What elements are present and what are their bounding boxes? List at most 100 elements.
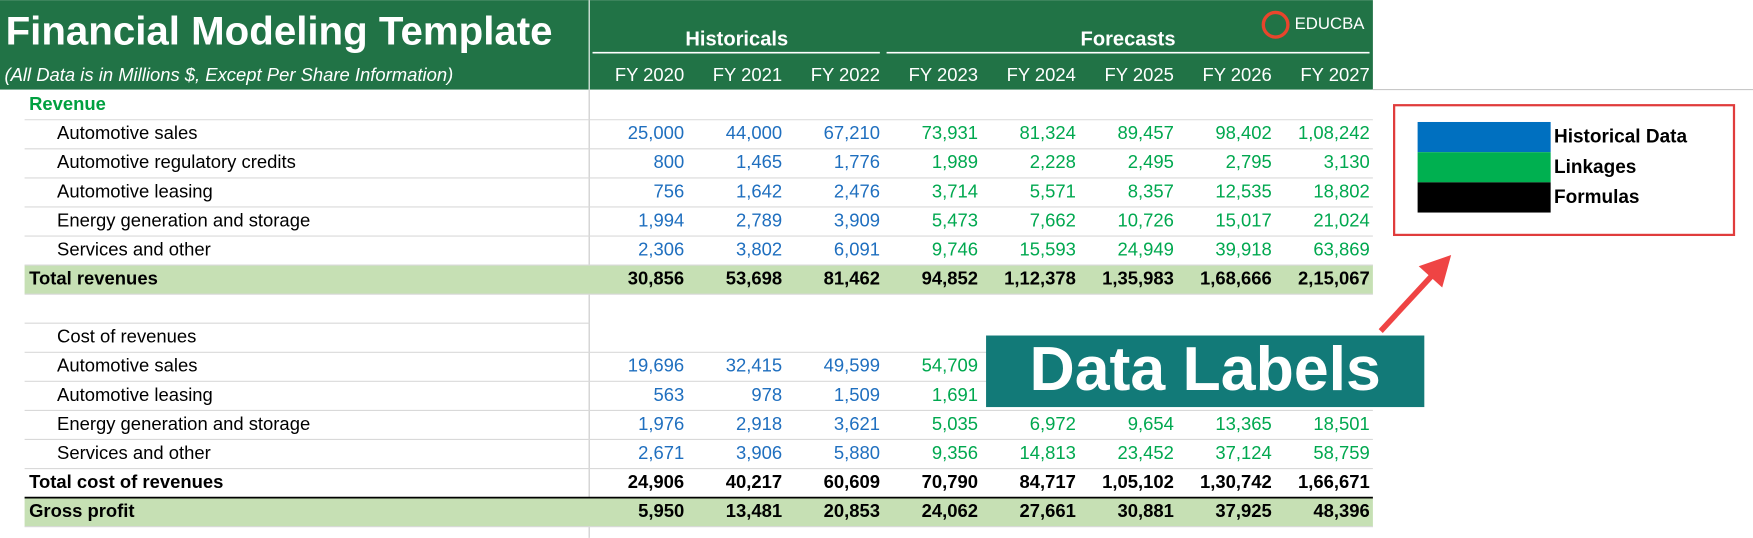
cell-value: 19,696 — [628, 355, 684, 376]
cell-value: 44,000 — [726, 122, 782, 143]
cell-value: 27,661 — [1020, 500, 1076, 521]
cell-value: 81,462 — [824, 267, 880, 288]
cell-value: 1,976 — [638, 413, 684, 434]
cell-value: 5,035 — [932, 413, 978, 434]
cell-value: 2,671 — [638, 442, 684, 463]
cell-value: 3,802 — [736, 238, 782, 259]
legend-swatch — [1417, 121, 1551, 153]
column-header: FY 2022 — [811, 64, 880, 85]
cell-value: 18,501 — [1313, 413, 1369, 434]
cell-value: 2,795 — [1226, 151, 1272, 172]
cell-value: 2,918 — [736, 413, 782, 434]
row-label: Services and other — [57, 442, 211, 463]
legend-label: Linkages — [1554, 157, 1636, 178]
cell-value: 3,714 — [932, 180, 978, 201]
cell-value: 15,593 — [1020, 238, 1076, 259]
cell-value: 563 — [653, 384, 684, 405]
cell-value: 54,709 — [922, 355, 978, 376]
cell-value: 84,717 — [1020, 471, 1076, 492]
cell-value: 32,415 — [726, 355, 782, 376]
cell-value: 14,813 — [1020, 442, 1076, 463]
column-header: FY 2024 — [1007, 64, 1076, 85]
column-header: FY 2021 — [713, 64, 782, 85]
cell-value: 30,881 — [1117, 500, 1173, 521]
row-label: Total revenues — [29, 267, 158, 288]
cell-value: 24,949 — [1117, 238, 1173, 259]
cell-value: 15,017 — [1215, 209, 1271, 230]
cell-value: 1,465 — [736, 151, 782, 172]
cell-value: 94,852 — [922, 267, 978, 288]
column-header: FY 2025 — [1105, 64, 1174, 85]
row-label: Cost of revenues — [57, 326, 196, 347]
cell-value: 800 — [653, 151, 684, 172]
cell-value: 60,609 — [824, 471, 880, 492]
cell-value: 1,35,983 — [1102, 267, 1174, 288]
cell-value: 24,906 — [628, 471, 684, 492]
cell-value: 73,931 — [922, 122, 978, 143]
cell-value: 2,495 — [1128, 151, 1174, 172]
arrow — [1378, 255, 1452, 333]
logo: EDUCBA — [1261, 10, 1366, 39]
cell-value: 6,972 — [1030, 413, 1076, 434]
cell-value: 20,853 — [824, 500, 880, 521]
row-label: Services and other — [57, 238, 211, 259]
cell-value: 98,402 — [1215, 122, 1271, 143]
group-label: Historicals — [685, 29, 788, 51]
cell-value: 89,457 — [1117, 122, 1173, 143]
cell-value: 9,746 — [932, 238, 978, 259]
row-label: Gross profit — [29, 500, 135, 521]
cell-value: 3,909 — [834, 209, 880, 230]
legend-label: Formulas — [1554, 187, 1640, 208]
cell-value: 1,12,378 — [1004, 267, 1076, 288]
cell-value: 2,306 — [638, 238, 684, 259]
cell-value: 2,789 — [736, 209, 782, 230]
legend-swatch — [1417, 182, 1551, 213]
logo-text: EDUCBA — [1295, 14, 1366, 33]
row-label: Automotive regulatory credits — [57, 151, 296, 172]
cell-value: 3,130 — [1324, 151, 1370, 172]
cell-value: 2,228 — [1030, 151, 1076, 172]
row-label: Energy generation and storage — [57, 413, 310, 434]
cell-value: 5,571 — [1030, 180, 1076, 201]
cell-value: 1,08,242 — [1298, 122, 1370, 143]
cell-value: 1,994 — [638, 209, 684, 230]
cell-value: 1,509 — [834, 384, 880, 405]
cell-value: 2,15,067 — [1298, 267, 1370, 288]
cell-value: 1,68,666 — [1200, 267, 1272, 288]
row-label: Revenue — [29, 93, 106, 114]
column-header: FY 2027 — [1300, 64, 1369, 85]
cell-value: 53,698 — [726, 267, 782, 288]
row-label: Automotive leasing — [57, 180, 213, 201]
cell-value: 6,091 — [834, 238, 880, 259]
cell-value: 24,062 — [922, 500, 978, 521]
cell-value: 81,324 — [1020, 122, 1076, 143]
cell-value: 3,621 — [834, 413, 880, 434]
group-label: Forecasts — [1081, 29, 1176, 51]
cell-value: 1,691 — [932, 384, 978, 405]
callout-box — [986, 335, 1425, 408]
column-header: FY 2023 — [909, 64, 978, 85]
header-band — [0, 0, 1373, 90]
cell-value: 21,024 — [1313, 209, 1369, 230]
cell-value: 1,66,671 — [1298, 471, 1370, 492]
cell-value: 58,759 — [1313, 442, 1369, 463]
cell-value: 23,452 — [1117, 442, 1173, 463]
cell-value: 978 — [751, 384, 782, 405]
cell-value: 30,856 — [628, 267, 684, 288]
row-highlight — [24, 497, 1373, 527]
cell-value: 5,880 — [834, 442, 880, 463]
cell-value: 2,476 — [834, 180, 880, 201]
row-label: Automotive sales — [57, 355, 197, 376]
cell-value: 7,662 — [1030, 209, 1076, 230]
cell-value: 37,925 — [1215, 500, 1271, 521]
cell-value: 8,357 — [1128, 180, 1174, 201]
cell-value: 756 — [653, 180, 684, 201]
cell-value: 40,217 — [726, 471, 782, 492]
row-label: Energy generation and storage — [57, 209, 310, 230]
cell-value: 37,124 — [1215, 442, 1271, 463]
cell-value: 70,790 — [922, 471, 978, 492]
arrow-head — [1418, 255, 1452, 288]
callout-text: Data Labels — [1030, 334, 1381, 404]
